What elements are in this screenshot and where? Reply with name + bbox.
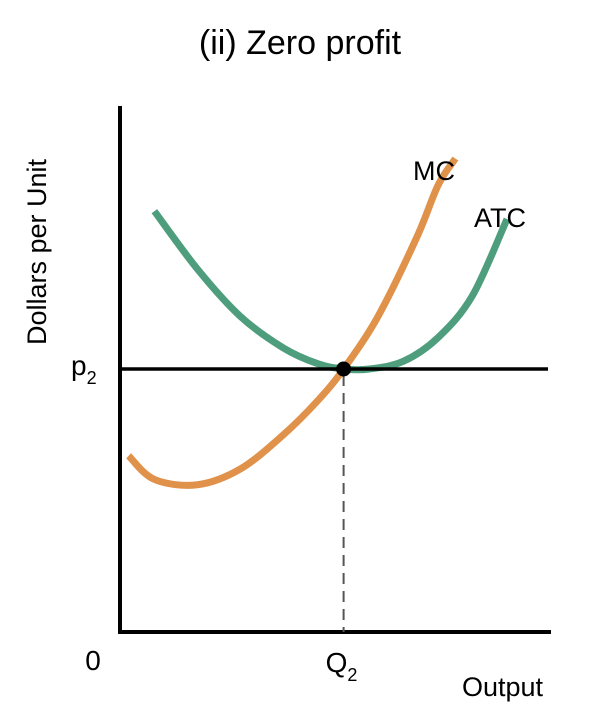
x-tick-label-q2: Q2: [326, 647, 358, 685]
x-axis-label: Output: [462, 672, 544, 702]
series-line-mc: [126, 156, 459, 489]
origin-label: 0: [85, 645, 101, 676]
chart-title: (ii) Zero profit: [199, 24, 402, 62]
y-axis-label: Dollars per Unit: [22, 158, 52, 345]
equilibrium-point: [336, 361, 352, 377]
series-line-atc: [151, 209, 511, 374]
curves-layer: [126, 156, 511, 489]
series-label-mc: MC: [413, 156, 455, 186]
marks-layer: MC ATC p2 Q2: [71, 156, 548, 685]
series-label-atc: ATC: [474, 203, 526, 233]
y-tick-label-p2: p2: [71, 350, 97, 388]
